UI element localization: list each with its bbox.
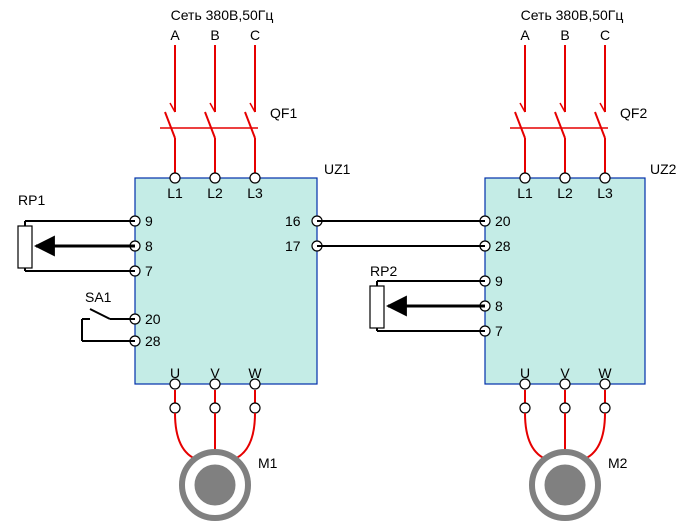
V-right: V [560,365,570,381]
L3-right: L3 [597,185,613,201]
supply-label-right: Сеть 380В,50Гц [521,7,624,23]
V-left: V [210,365,220,381]
phase-B-left: B [210,27,219,43]
interlink [317,221,485,246]
pot-label-left: RP1 [18,192,45,208]
pin7-right: 7 [495,323,503,339]
phase-C-left: C [250,27,260,43]
drive-UZ1 [135,178,317,384]
pin7-left: 7 [145,263,153,279]
motor-M2 [532,452,598,518]
motor-M1 [182,452,248,518]
switch-SA1 [82,309,135,341]
right-unit: Сеть 380В,50Гц A B C QF2 UZ2 L1 L2 L3 20… [370,7,677,518]
pin20-right: 20 [495,213,511,229]
breaker-label-right: QF2 [620,105,647,121]
pin28-left: 28 [145,333,161,349]
U-left: U [170,365,180,381]
L2-left: L2 [207,185,223,201]
pot-RP1 [18,221,135,271]
pin9-right: 9 [495,273,503,289]
pot-label-right: RP2 [370,263,397,279]
drive-UZ2 [485,178,645,384]
pin16-left: 16 [285,213,301,229]
L1-left: L1 [167,185,183,201]
pin17-left: 17 [285,238,301,254]
switch-label-left: SA1 [85,289,112,305]
phase-B-right: B [560,27,569,43]
pin8-right: 8 [495,298,503,314]
left-unit: Сеть 380В,50Гц A B C QF1 UZ1 L1 L2 L3 9 … [18,7,351,518]
supply-label-left: Сеть 380В,50Гц [171,7,274,23]
phase-A-right: A [520,27,530,43]
W-right: W [598,365,612,381]
motor-label-left: M1 [258,455,278,471]
motor-label-right: M2 [608,455,628,471]
phase-C-right: C [600,27,610,43]
pin8-left: 8 [145,238,153,254]
L2-right: L2 [557,185,573,201]
drive-label-right: UZ2 [650,161,677,177]
pin9-left: 9 [145,213,153,229]
pin20-left: 20 [145,311,161,327]
pin28-right: 28 [495,238,511,254]
L3-left: L3 [247,185,263,201]
L1-right: L1 [517,185,533,201]
breaker-label-left: QF1 [270,105,297,121]
W-left: W [248,365,262,381]
phase-A-left: A [170,27,180,43]
drive-label-left: UZ1 [324,161,351,177]
U-right: U [520,365,530,381]
pot-RP2 [370,281,485,331]
